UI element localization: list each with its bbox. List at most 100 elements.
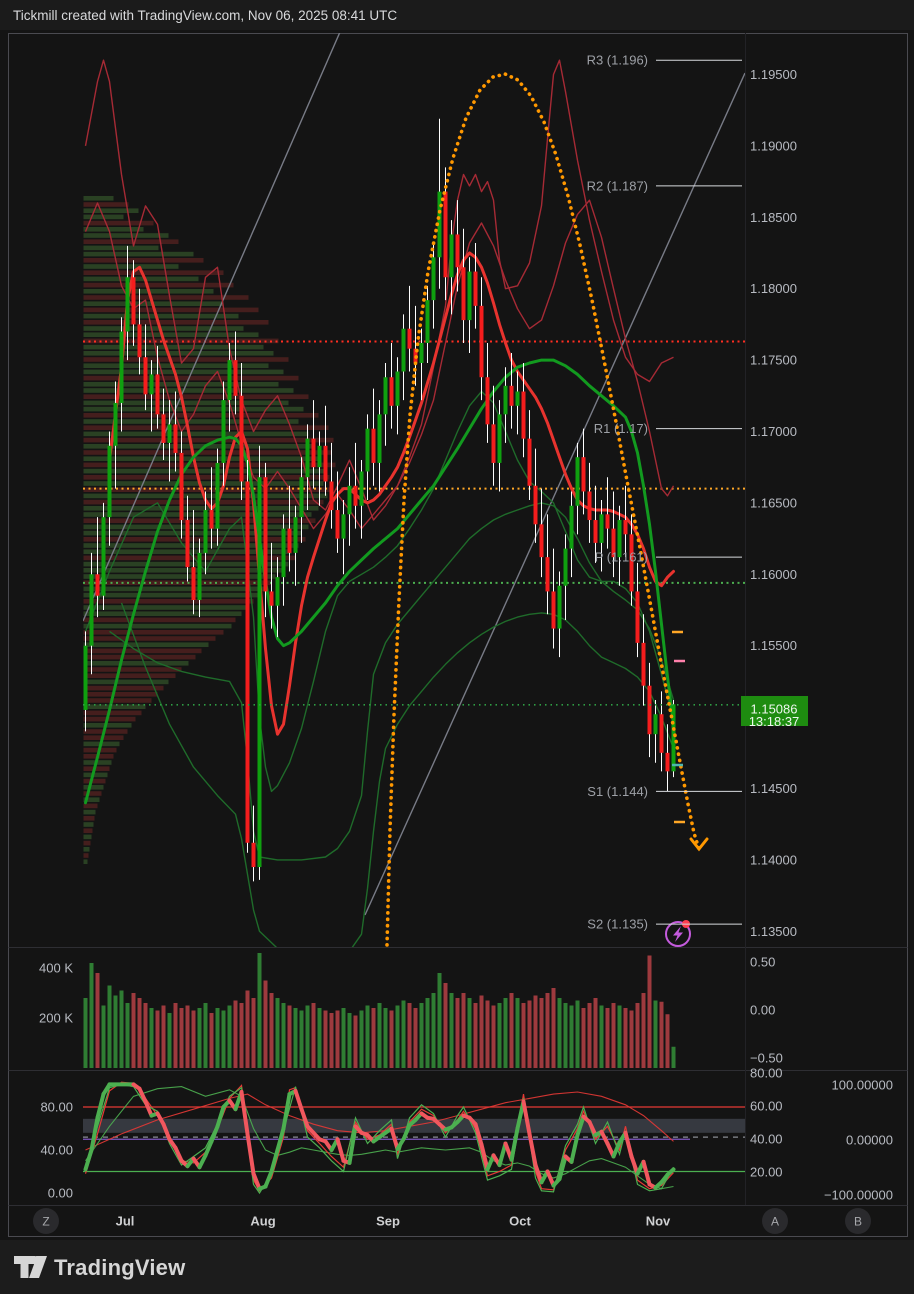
candle-up xyxy=(575,457,580,506)
time-axis-month-label[interactable]: Sep xyxy=(376,1214,400,1229)
candle-down xyxy=(641,642,646,686)
volume-bar xyxy=(491,1005,496,1068)
button-a[interactable]: A xyxy=(762,1208,788,1234)
volume-profile-row xyxy=(83,530,302,536)
tradingview-brand-text[interactable]: TradingView xyxy=(54,1255,186,1280)
volume-bar xyxy=(203,1003,208,1068)
volume-bar xyxy=(167,1013,172,1068)
volume-bar xyxy=(131,993,136,1068)
candle-up xyxy=(377,414,382,463)
volume-profile-row xyxy=(83,512,312,517)
volume-bar xyxy=(419,1003,424,1068)
button-a-circle[interactable] xyxy=(762,1208,788,1234)
volume-profile-row xyxy=(83,388,294,393)
trendline[interactable] xyxy=(83,32,341,622)
time-axis-month-label[interactable]: Nov xyxy=(646,1214,671,1229)
oscillator-right-axis-label: 20.00 xyxy=(750,1165,783,1180)
oscillator-thick-segment xyxy=(569,1132,580,1164)
oscillator-thick-segment xyxy=(623,1130,634,1159)
volume-profile-row xyxy=(83,611,242,616)
volume-bar xyxy=(425,998,430,1068)
volume-pane[interactable] xyxy=(83,953,676,1068)
candle-up xyxy=(617,520,622,558)
volume-profile-row xyxy=(83,413,319,418)
main-price-pane[interactable] xyxy=(83,32,745,960)
volume-profile-row xyxy=(83,276,199,282)
volume-bar xyxy=(527,1000,532,1068)
trendline[interactable] xyxy=(364,72,745,916)
oscillator-thick-segment xyxy=(275,1126,286,1152)
parabolic-arrow-drawing[interactable] xyxy=(385,72,701,947)
volume-profile-row xyxy=(83,425,329,430)
oscillator-thick-segment xyxy=(155,1111,166,1127)
volume-bar xyxy=(293,1008,298,1068)
candle-up xyxy=(419,342,424,363)
volume-bar xyxy=(389,1010,394,1068)
volume-bar xyxy=(317,1008,322,1068)
oscillator-thick-segment xyxy=(245,1131,256,1176)
oscillator-thick-segment xyxy=(665,1167,676,1177)
volume-bar xyxy=(221,1010,226,1068)
timezone-button[interactable]: Z xyxy=(33,1208,59,1234)
candle-up xyxy=(119,331,124,403)
volume-profile-row xyxy=(83,406,304,412)
oscillator-thick-segment xyxy=(293,1088,304,1112)
volume-profile-row xyxy=(83,636,216,641)
candle-down xyxy=(533,485,538,525)
volume-profile-row xyxy=(83,716,136,722)
thick-red-ma xyxy=(108,251,675,736)
volume-profile-row xyxy=(83,196,114,201)
volume-profile-row xyxy=(83,400,289,406)
candle-up xyxy=(341,514,346,539)
volume-profile-row xyxy=(83,791,102,796)
header-bar: Tickmill created with TradingView.com, N… xyxy=(0,0,914,30)
volume-profile-row xyxy=(83,307,259,313)
timezone-button-label: Z xyxy=(42,1215,49,1229)
indicator-band-line xyxy=(120,602,675,947)
volume-bar xyxy=(497,1003,502,1068)
volume-bar xyxy=(641,993,646,1068)
volume-profile-row xyxy=(83,592,259,598)
price-tick-label: 1.19000 xyxy=(750,138,797,153)
volume-profile-row xyxy=(83,419,299,424)
oscillator-pane[interactable] xyxy=(83,1081,745,1195)
volume-profile-row xyxy=(83,499,324,505)
logo-glyph-v xyxy=(29,1256,47,1278)
volume-bar xyxy=(611,1003,616,1068)
volume-bar xyxy=(665,1014,670,1068)
volume-bar xyxy=(617,1005,622,1068)
price-tick-label: 1.14000 xyxy=(750,852,797,867)
candle-down xyxy=(311,438,316,468)
button-b[interactable]: B xyxy=(845,1208,871,1234)
time-axis-month-label[interactable]: Oct xyxy=(509,1214,531,1229)
candle-down xyxy=(581,457,586,492)
volume-bar xyxy=(209,1013,214,1068)
tradingview-logo-icon[interactable] xyxy=(14,1256,47,1278)
candle-down xyxy=(491,424,496,463)
button-b-circle[interactable] xyxy=(845,1208,871,1234)
candle-down xyxy=(95,574,100,596)
lightning-bolt-glyph xyxy=(673,926,683,942)
volume-bar xyxy=(659,1001,664,1068)
volume-bar xyxy=(503,998,508,1068)
candle-down xyxy=(629,534,634,592)
candle-up xyxy=(653,714,658,735)
volume-profile-row xyxy=(83,698,152,703)
footer-background xyxy=(0,1240,914,1294)
time-axis-month-label[interactable]: Jul xyxy=(116,1214,135,1229)
oscillator-thick-segment xyxy=(239,1089,250,1136)
volume-profile-row xyxy=(83,375,299,381)
candlestick-series[interactable] xyxy=(83,118,676,882)
candle-up xyxy=(299,477,304,518)
oscillator-thick-segment xyxy=(509,1126,520,1162)
candle-up xyxy=(569,505,574,549)
time-axis-month-label[interactable]: Aug xyxy=(250,1214,275,1229)
candle-down xyxy=(353,485,358,506)
chart-canvas[interactable]: R3 (1.196) R2 (1.187) R1 (1.17) P (1.161) S1… xyxy=(8,32,908,1237)
volume-profile-row xyxy=(83,481,324,486)
price-axis[interactable]: 1.19500 1.19000 1.18500 1.18000 1.17500 1.170… xyxy=(750,67,797,939)
candle-up xyxy=(197,552,202,601)
candle-up xyxy=(107,445,112,518)
candle-up xyxy=(557,585,562,629)
timezone-button-circle[interactable] xyxy=(33,1208,59,1234)
